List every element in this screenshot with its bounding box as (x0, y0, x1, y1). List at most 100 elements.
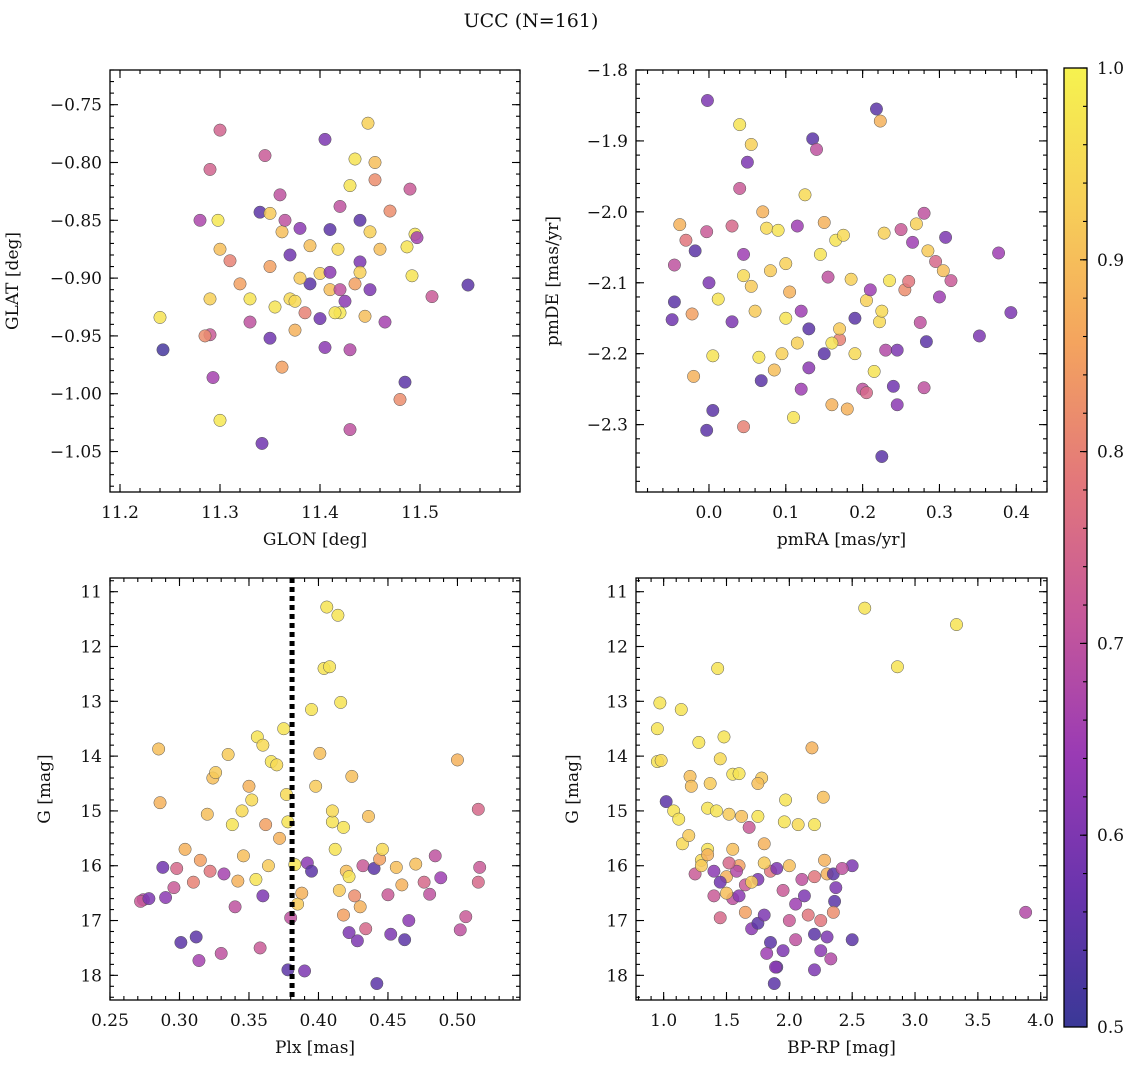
x-tick-label: 11.2 (101, 503, 139, 523)
scatter-point (211, 213, 225, 227)
y-tick-label: −2.1 (587, 274, 628, 294)
x-tick-label: 2.0 (776, 1011, 803, 1031)
scatter-point (732, 767, 746, 781)
x-tick-label: 0.1 (772, 503, 799, 523)
scatter-point (313, 746, 327, 760)
scatter-point (684, 779, 698, 793)
scatter-point (206, 371, 220, 384)
scatter-point (209, 766, 223, 780)
scatter-point (368, 173, 382, 187)
scatter-points (153, 116, 475, 450)
scatter-point (256, 738, 270, 752)
scatter-point (919, 335, 933, 349)
scatter-point (665, 313, 679, 327)
scatter-point (461, 278, 475, 292)
scatter-point (320, 600, 334, 614)
scatter-panel-3: 0.25 0.30 0.35 0.40 0.45 0.50 11 12 13 14 15 16 17 18… (35, 577, 521, 1058)
scatter-point (337, 820, 350, 834)
y-tick-label: 13 (80, 692, 102, 712)
scatter-point (873, 114, 887, 128)
scatter-point (789, 897, 803, 911)
scatter-point (906, 235, 920, 249)
scatter-point (848, 311, 862, 325)
scatter-point (732, 889, 746, 903)
scatter-point (745, 875, 759, 889)
x-tick-label: 0.50 (439, 1011, 477, 1031)
scatter-point (875, 450, 889, 463)
scatter-point (253, 941, 267, 955)
scatter-point (273, 188, 287, 202)
scatter-point (242, 779, 256, 793)
colorbar-tick-label: 1.0 (1097, 59, 1124, 79)
scatter-point (992, 246, 1006, 260)
scatter-point (423, 887, 437, 901)
scatter-point (787, 411, 800, 424)
scatter-point (203, 162, 217, 176)
scatter-point (283, 248, 297, 262)
scatter-point (776, 944, 790, 958)
scatter-point (760, 221, 774, 235)
scatter-point (471, 802, 485, 816)
scatter-point (917, 206, 931, 220)
scatter-point (824, 952, 838, 966)
y-tick-label: 14 (80, 747, 102, 767)
scatter-point (305, 703, 318, 716)
scatter-point (383, 204, 397, 218)
scatter-point (775, 347, 789, 361)
x-tick-label: 1.5 (713, 1011, 740, 1031)
scatter-point (738, 905, 752, 919)
scatter-point (295, 886, 309, 900)
scatter-point (794, 304, 808, 318)
scatter-point (687, 369, 701, 383)
scatter-point (950, 618, 963, 632)
scatter-point (707, 864, 721, 878)
scatter-point (261, 859, 275, 873)
scatter-point (225, 818, 239, 832)
scatter-point (417, 875, 431, 889)
scatter-point (944, 274, 958, 288)
y-tick-label: −1.8 (587, 61, 628, 81)
scatter-point (808, 963, 821, 977)
scatter-point (740, 155, 754, 169)
scatter-point (361, 116, 375, 130)
scatter-point (313, 312, 327, 326)
y-tick-label: −2.3 (587, 416, 628, 436)
scatter-point (936, 264, 950, 278)
scatter-point (744, 279, 758, 293)
x-tick-label: 0.30 (161, 1011, 199, 1031)
scatter-point (694, 859, 708, 873)
scatter-point (342, 926, 356, 940)
scatter-point (398, 933, 412, 947)
scatter-point (217, 867, 231, 881)
scatter-point (653, 696, 667, 710)
y-tick-label: −0.75 (50, 96, 102, 116)
scatter-point (650, 722, 664, 736)
scatter-point (268, 300, 282, 314)
scatter-point (275, 225, 289, 239)
scatter-point (751, 777, 765, 790)
x-axis-label: GLON [deg] (263, 530, 367, 550)
colorbar-tick-label: 0.8 (1097, 443, 1124, 463)
scatter-point (794, 382, 808, 396)
scatter-point (398, 375, 412, 389)
scatter-point (318, 341, 332, 354)
y-tick-label: −1.05 (50, 443, 102, 463)
scatter-point (860, 386, 873, 400)
scatter-point (802, 361, 816, 375)
scatter-point (713, 911, 727, 925)
scatter-point (771, 223, 785, 237)
scatter-point (883, 274, 896, 288)
scatter-point (1004, 306, 1018, 320)
scatter-points (650, 601, 1033, 991)
scatter-point (711, 292, 725, 306)
scatter-point (359, 922, 373, 936)
y-tick-label: −2.0 (587, 203, 628, 223)
scatter-point (249, 872, 263, 886)
x-tick-label: 11.3 (201, 503, 239, 523)
scatter-point (659, 795, 673, 809)
scatter-point (707, 889, 721, 903)
scatter-point (863, 283, 877, 297)
scatter-point (702, 276, 716, 290)
scatter-point (410, 231, 424, 245)
scatter-point (305, 864, 318, 878)
